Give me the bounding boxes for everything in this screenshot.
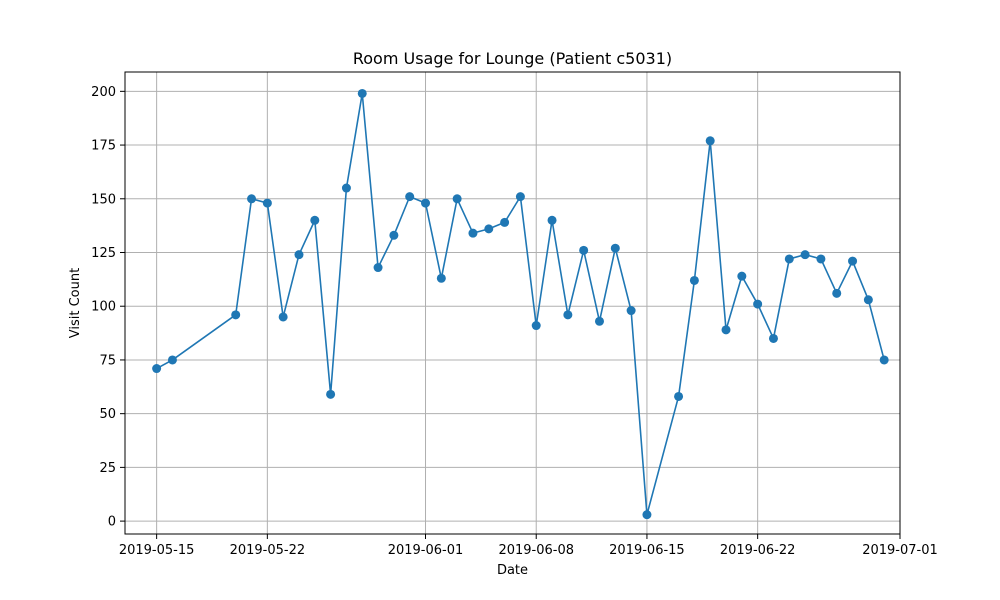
- data-point: [310, 215, 320, 225]
- plot-area-frame: [124, 71, 901, 535]
- data-point: [737, 271, 747, 281]
- data-point: [674, 391, 684, 401]
- data-point: [421, 198, 431, 208]
- series-visit-count: [152, 88, 889, 520]
- y-axis-label: Visit Count: [68, 268, 83, 338]
- data-point: [389, 230, 399, 240]
- data-point: [879, 355, 889, 365]
- y-tick-label: 125: [91, 246, 116, 261]
- data-point: [531, 321, 541, 331]
- data-point: [262, 198, 272, 208]
- data-point: [579, 245, 589, 255]
- data-point: [626, 306, 636, 316]
- data-point: [753, 299, 763, 309]
- x-tick-label: 2019-07-01: [862, 543, 938, 558]
- data-point: [452, 194, 462, 204]
- data-point: [610, 243, 620, 253]
- data-point: [326, 389, 336, 399]
- data-point: [515, 192, 525, 202]
- chart-title: Room Usage for Lounge (Patient c5031): [353, 49, 672, 68]
- data-point: [500, 217, 510, 227]
- data-point: [167, 355, 177, 365]
- x-axis: 2019-05-15 2019-05-22 2019-06-01 2019-06-08…: [119, 534, 938, 558]
- data-point: [768, 333, 778, 343]
- data-point: [547, 215, 557, 225]
- data-point: [468, 228, 478, 238]
- y-tick-label: 175: [91, 139, 116, 154]
- data-point: [848, 256, 858, 266]
- data-point: [784, 254, 794, 264]
- data-point: [373, 263, 383, 273]
- y-tick-label: 75: [99, 353, 116, 368]
- data-point: [800, 250, 810, 260]
- y-tick-label: 50: [99, 407, 116, 422]
- x-tick-label: 2019-05-22: [230, 543, 306, 558]
- data-point: [642, 510, 652, 520]
- y-tick-label: 0: [108, 515, 116, 530]
- x-tick-label: 2019-06-22: [720, 543, 796, 558]
- data-point: [721, 325, 731, 335]
- data-point: [294, 250, 304, 260]
- data-point: [705, 136, 715, 146]
- x-axis-label: Date: [497, 563, 528, 578]
- data-point: [247, 194, 257, 204]
- data-point: [152, 364, 162, 374]
- data-point: [863, 295, 873, 305]
- y-tick-label: 100: [91, 300, 116, 315]
- data-point: [563, 310, 573, 320]
- x-tick-label: 2019-06-08: [498, 543, 574, 558]
- data-point: [231, 310, 241, 320]
- data-point: [832, 288, 842, 298]
- data-point: [357, 88, 367, 98]
- x-tick-label: 2019-05-15: [119, 543, 195, 558]
- data-point: [594, 316, 604, 326]
- y-tick-label: 200: [91, 85, 116, 100]
- data-point: [484, 224, 494, 234]
- y-tick-label: 25: [99, 461, 116, 476]
- data-point: [405, 192, 415, 202]
- data-point: [689, 275, 699, 285]
- data-point: [341, 183, 351, 193]
- y-axis: 0 25 50 75 100 125 150 175 200: [91, 85, 125, 530]
- data-point: [278, 312, 288, 322]
- data-point: [436, 273, 446, 283]
- x-tick-label: 2019-06-01: [388, 543, 464, 558]
- y-tick-label: 150: [91, 192, 116, 207]
- x-tick-label: 2019-06-15: [609, 543, 685, 558]
- data-point: [816, 254, 826, 264]
